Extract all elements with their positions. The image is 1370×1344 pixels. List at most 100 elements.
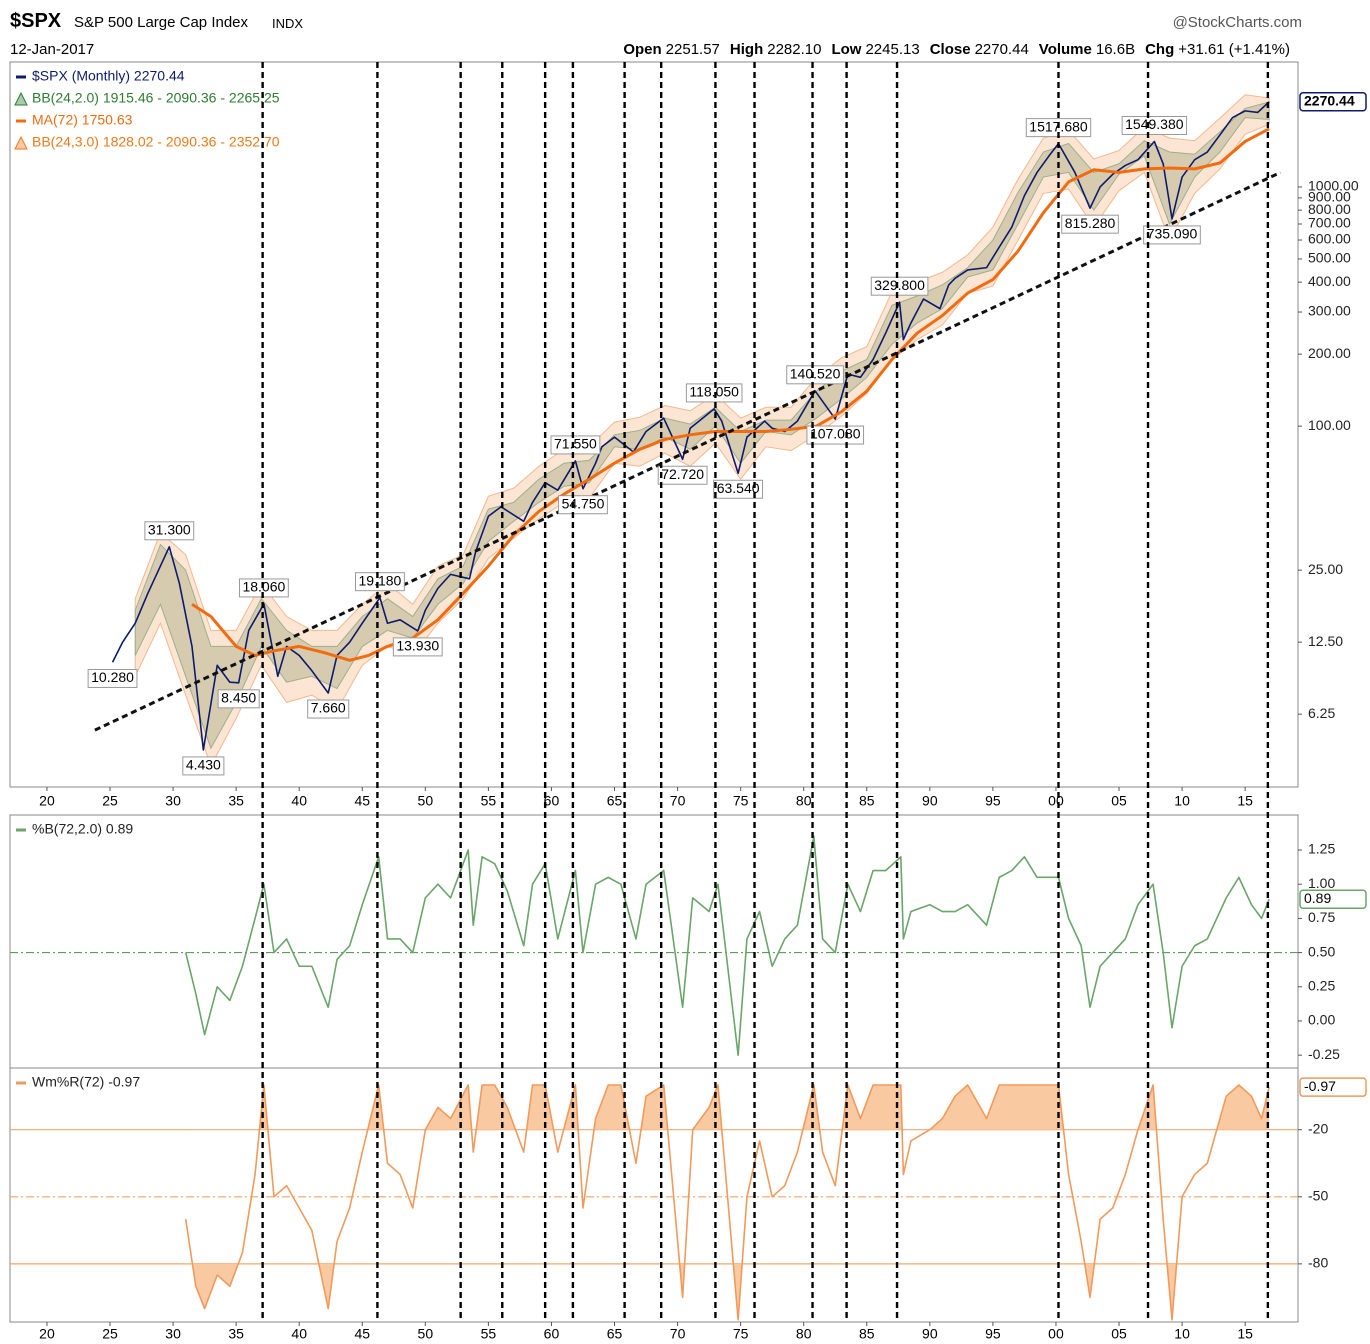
x-tick-label: 15 <box>1237 1326 1253 1342</box>
x-tick-label: 85 <box>859 793 875 809</box>
y-tick-label: 1000.00 <box>1308 178 1359 194</box>
annotation-label: 7.660 <box>311 700 346 716</box>
y-tick-label: 0.75 <box>1308 909 1335 925</box>
y-tick-label: 0.00 <box>1308 1012 1335 1028</box>
legend-label: MA(72) 1750.63 <box>32 112 133 128</box>
series-line <box>184 835 1270 1056</box>
x-tick-label: 50 <box>418 1326 434 1342</box>
y-tick-label: 900.00 <box>1308 189 1351 205</box>
quote-label: Open <box>623 41 662 58</box>
y-tick-label: 600.00 <box>1308 231 1351 247</box>
quote-label: Close <box>929 41 971 58</box>
annotation-label: 735.090 <box>1147 226 1198 242</box>
x-tick-label: 20 <box>39 793 55 809</box>
quote-bar: Open 2251.57 High 2282.10 Low 2245.13 Close 227… <box>623 41 1290 58</box>
annotation-label: 72.720 <box>661 466 704 482</box>
x-tick-label: 80 <box>796 793 812 809</box>
legend-label: BB(24,2.0) 1915.46 - 2090.36 - 2265.25 <box>32 90 280 106</box>
source: @StockCharts.com <box>1172 14 1302 31</box>
quote-value: +31.61 (+1.41%) <box>1178 41 1290 58</box>
annotation-box <box>685 383 743 403</box>
quote-value: 2270.44 <box>974 41 1029 58</box>
annotation-label: 1549.380 <box>1125 116 1184 132</box>
x-tick-label: 30 <box>165 1326 181 1342</box>
annotation-box <box>355 572 405 592</box>
annotation-label: 107.080 <box>810 426 861 442</box>
x-tick-label: 35 <box>228 1326 244 1342</box>
series-line <box>111 101 1270 751</box>
x-tick-label: 40 <box>291 1326 307 1342</box>
y-tick-label: 12.50 <box>1308 633 1343 649</box>
annotation-label: 140.520 <box>790 366 841 382</box>
annotation-box <box>217 689 260 709</box>
annotation-label: 31.300 <box>148 522 191 538</box>
quote-label: Low <box>831 41 862 58</box>
annotation-label: 18.060 <box>242 579 285 595</box>
annotation-box <box>1121 115 1188 135</box>
x-tick-label: 30 <box>165 793 181 809</box>
annotation-label: 13.930 <box>396 638 439 654</box>
x-tick-label: 90 <box>922 793 938 809</box>
y-tick-label: -20 <box>1308 1120 1328 1136</box>
annotation-box <box>1143 225 1201 245</box>
header: $SPX S&P 500 Large Cap Index INDX @Stock… <box>0 0 1370 62</box>
x-tick-label: 05 <box>1111 793 1127 809</box>
plot-area <box>94 94 1282 768</box>
x-tick-label: 65 <box>607 1326 623 1342</box>
y-tick-label: 25.00 <box>1308 561 1343 577</box>
x-tick-label: 70 <box>670 793 686 809</box>
quote-label: High <box>729 41 764 58</box>
x-tick-label: 70 <box>670 1326 686 1342</box>
annotation-label: 10.280 <box>91 669 134 685</box>
x-tick-label: 95 <box>985 793 1001 809</box>
x-tick-label: 35 <box>228 793 244 809</box>
y-tick-label: 0.50 <box>1308 943 1335 959</box>
exchange: INDX <box>272 16 304 31</box>
last-value-box <box>1299 92 1367 112</box>
x-tick-label: 50 <box>418 793 434 809</box>
legend-label: %B(72,2.0) 0.89 <box>32 821 133 837</box>
series-line <box>191 127 1270 662</box>
annotation-label: 118.050 <box>689 384 739 400</box>
x-tick-label: 75 <box>733 793 749 809</box>
y-tick-label: 0.25 <box>1308 977 1335 993</box>
x-tick-label: 40 <box>291 793 307 809</box>
annotation-box <box>238 578 289 598</box>
y-tick-label: 300.00 <box>1308 303 1351 319</box>
annotation-label: 4.430 <box>186 757 221 773</box>
x-tick-label: 60 <box>544 1326 560 1342</box>
x-tick-label: 85 <box>859 1326 875 1342</box>
x-tick-label: 10 <box>1174 793 1190 809</box>
panel-frame <box>9 1067 1299 1323</box>
quote-label: Volume <box>1038 41 1092 58</box>
x-tick-label: 65 <box>607 793 623 809</box>
x-tick-label: 00 <box>1048 1326 1064 1342</box>
last-value-box <box>1299 1077 1367 1097</box>
annotation-label: 63.540 <box>717 480 760 496</box>
y-tick-label: 800.00 <box>1308 201 1351 217</box>
annotation-box <box>806 425 865 445</box>
last-value-label: -0.97 <box>1304 1078 1336 1094</box>
annotation-label: 19.180 <box>359 572 402 588</box>
annotation-box <box>307 699 350 719</box>
y-tick-label: -50 <box>1308 1187 1328 1203</box>
x-tick-label: 25 <box>102 793 118 809</box>
x-tick-label: 95 <box>985 1326 1001 1342</box>
y-tick-label: 200.00 <box>1308 345 1351 361</box>
quote-value: 2245.13 <box>865 41 920 58</box>
legend-label: Wm%R(72) -0.97 <box>32 1074 140 1090</box>
annotation-box <box>786 365 844 385</box>
x-tick-label: 80 <box>796 1326 812 1342</box>
annotation-box <box>713 479 764 499</box>
y-tick-label: 100.00 <box>1308 417 1351 433</box>
plot-area <box>10 1084 1298 1321</box>
x-tick-label: 55 <box>481 1326 497 1342</box>
annotation-label: 8.450 <box>221 690 256 706</box>
symbol: $SPX <box>10 10 62 32</box>
legend-label: BB(24,3.0) 1828.02 - 2090.36 - 2352.70 <box>32 134 280 150</box>
plot-area <box>10 835 1298 1056</box>
quote-value: 2251.57 <box>665 41 720 58</box>
quote-value: 16.6B <box>1095 41 1136 58</box>
